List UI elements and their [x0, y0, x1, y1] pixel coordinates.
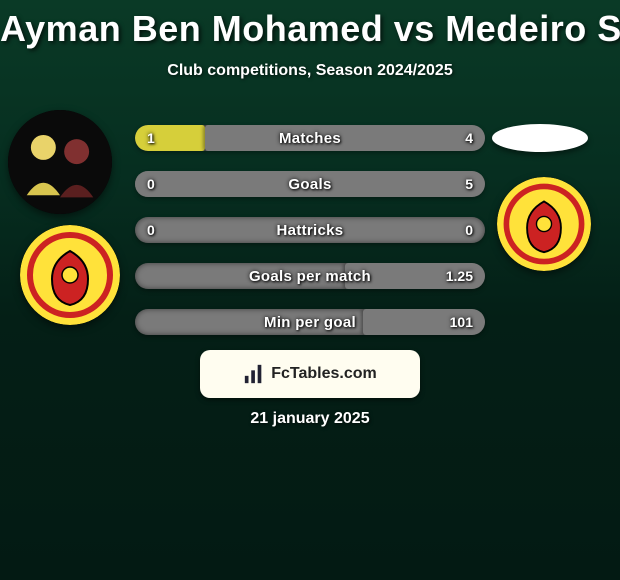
- bar-label: Hattricks: [135, 217, 485, 243]
- brand-text: FcTables.com: [271, 365, 377, 383]
- stat-bar: Hattricks0 0: [135, 217, 485, 243]
- bar-value-right: 1.25: [446, 263, 473, 289]
- comparison-bars: Matches14Goals05Hattricks00Goals per mat…: [135, 125, 485, 355]
- bar-label: Matches: [135, 125, 485, 151]
- bar-value-left: 1: [147, 125, 155, 151]
- player-left-avatar: [8, 110, 112, 214]
- bar-value-right: 5: [465, 171, 473, 197]
- stat-bar: Min per goal101: [135, 309, 485, 335]
- bar-label: Min per goal: [135, 309, 485, 335]
- bar-label: Goals: [135, 171, 485, 197]
- player-photo-icon: [8, 110, 112, 214]
- bar-value-left: 0: [147, 217, 155, 243]
- brand-box: FcTables.com: [200, 350, 420, 398]
- club-right-logo: [497, 177, 591, 271]
- player-right-placeholder: [492, 124, 588, 152]
- stat-bar: Goals per match1.25: [135, 263, 485, 289]
- club-crest-icon: [20, 225, 120, 325]
- chart-icon: [243, 363, 265, 385]
- club-left-logo: [20, 225, 120, 325]
- bar-value-left: 0: [147, 171, 155, 197]
- club-crest-icon: [497, 177, 591, 271]
- bar-value-right: 0: [465, 217, 473, 243]
- bar-value-right: 101: [450, 309, 473, 335]
- bar-label: Goals per match: [135, 263, 485, 289]
- stat-bar: Goals0 5: [135, 171, 485, 197]
- page-title: Ayman Ben Mohamed vs Medeiro Sasse: [0, 0, 620, 50]
- date-text: 21 january 2025: [0, 410, 620, 428]
- stat-bar: Matches1 4: [135, 125, 485, 151]
- subtitle: Club competitions, Season 2024/2025: [0, 62, 620, 80]
- bar-value-right: 4: [465, 125, 473, 151]
